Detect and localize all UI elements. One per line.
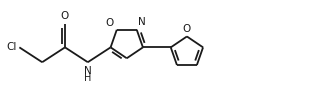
Text: H: H xyxy=(84,73,91,83)
Text: Cl: Cl xyxy=(6,42,17,52)
Text: N: N xyxy=(138,17,146,27)
Text: N: N xyxy=(84,66,92,76)
Text: O: O xyxy=(183,24,191,34)
Text: O: O xyxy=(61,11,69,21)
Text: O: O xyxy=(106,18,114,28)
